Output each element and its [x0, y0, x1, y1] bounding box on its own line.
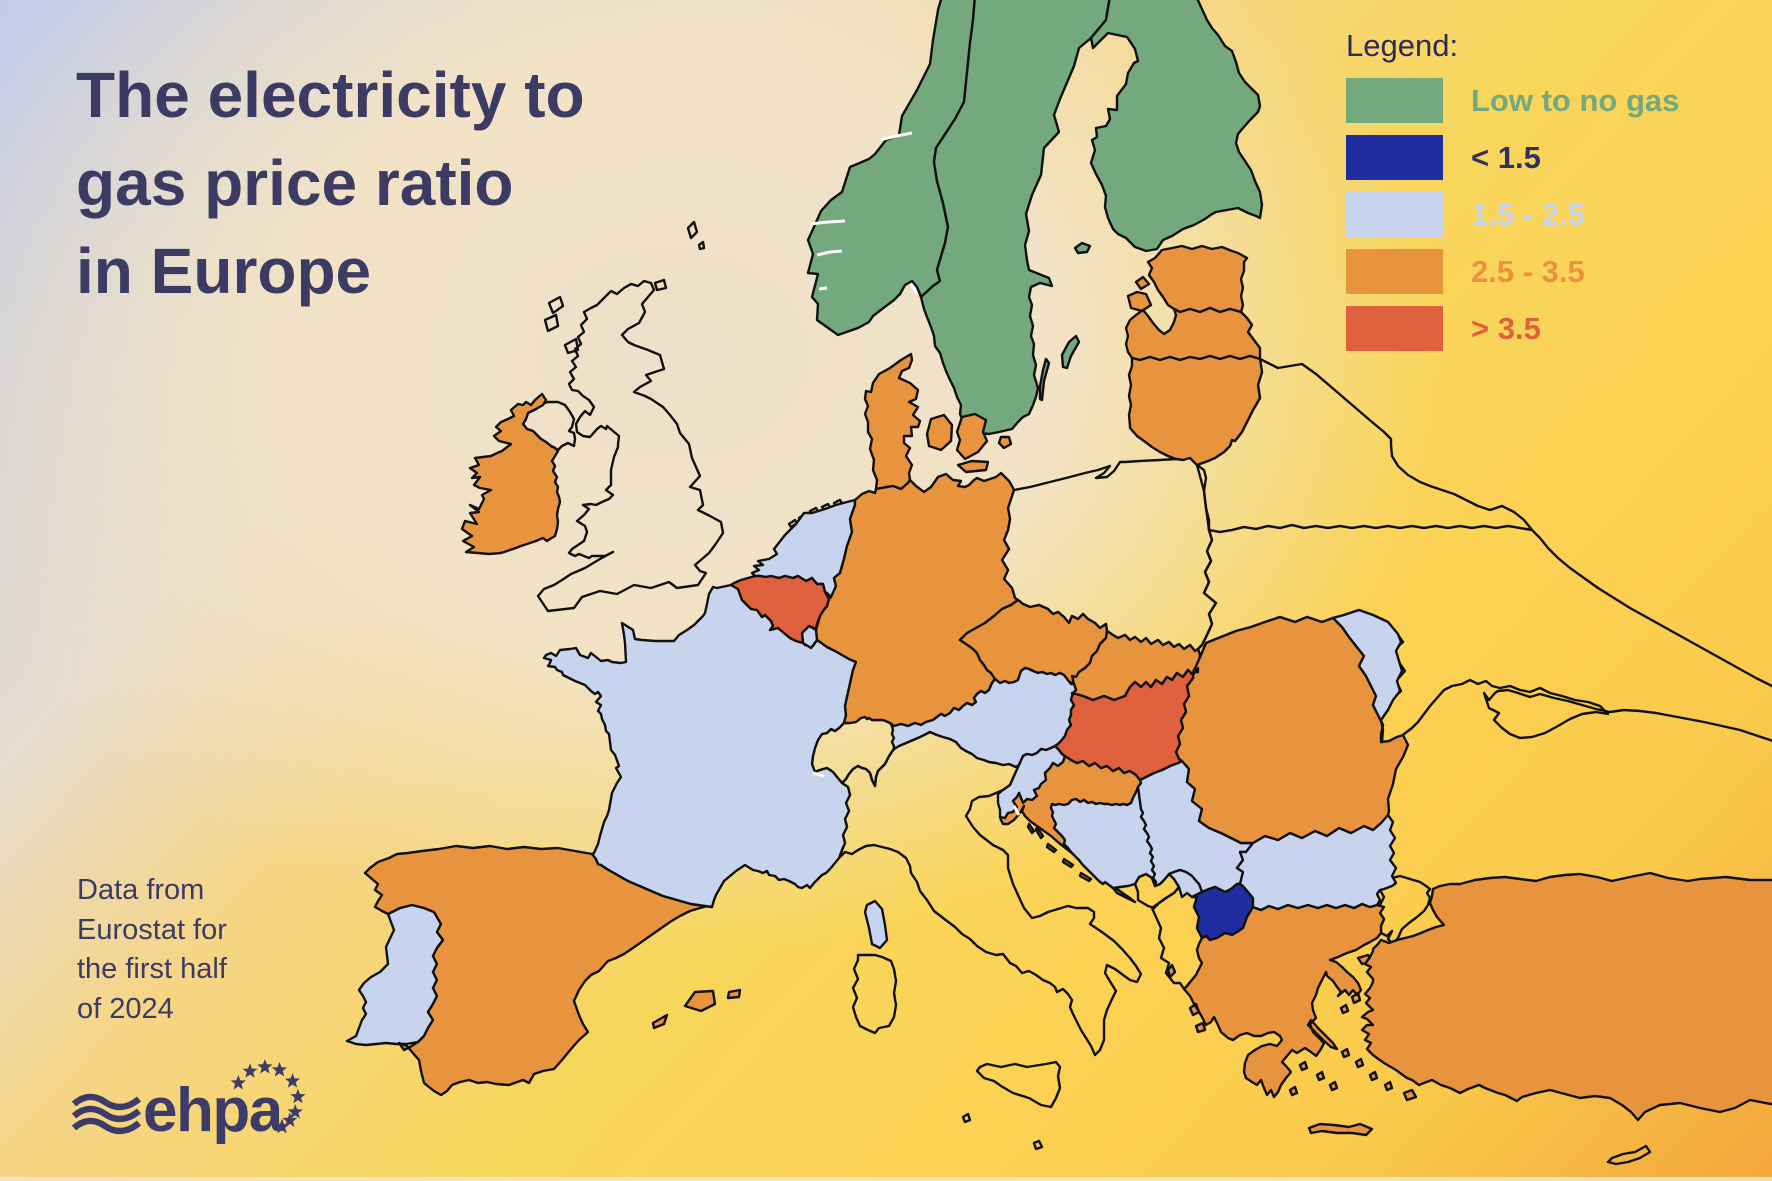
svg-text:ehpa: ehpa	[143, 1076, 284, 1145]
